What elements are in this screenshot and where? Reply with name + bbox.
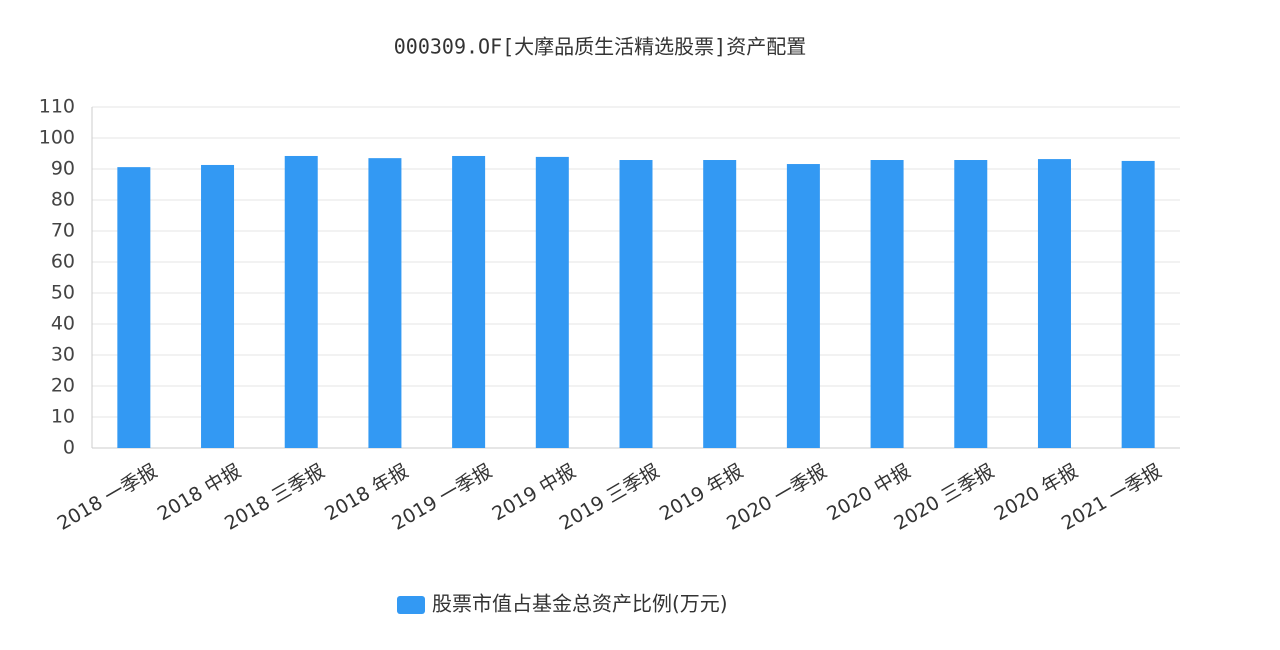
y-tick-label: 90 xyxy=(51,158,75,180)
bar xyxy=(1121,160,1155,448)
y-tick-label: 10 xyxy=(51,406,75,428)
bar xyxy=(786,164,820,449)
y-tick-label: 40 xyxy=(51,313,75,335)
bar xyxy=(368,158,402,448)
y-tick-label: 0 xyxy=(63,437,75,459)
bar xyxy=(703,160,737,448)
legend-swatch xyxy=(397,596,425,614)
y-tick-label: 50 xyxy=(51,282,75,304)
y-tick-label: 70 xyxy=(51,220,75,242)
bar xyxy=(535,156,569,448)
bar xyxy=(452,155,486,449)
chart-title: 000309.OF[大摩品质生活精选股票]资产配置 xyxy=(394,35,806,59)
bar xyxy=(619,160,653,448)
bar xyxy=(870,160,904,448)
y-tick-label: 60 xyxy=(51,251,75,273)
bar xyxy=(1037,159,1071,448)
bar xyxy=(954,160,988,448)
y-tick-label: 20 xyxy=(51,375,75,397)
bar xyxy=(117,167,151,448)
y-tick-label: 110 xyxy=(39,96,75,118)
bar xyxy=(284,155,318,449)
y-tick-label: 30 xyxy=(51,344,75,366)
y-tick-label: 80 xyxy=(51,189,75,211)
y-tick-label: 100 xyxy=(39,127,75,149)
x-tick-label: 2018 一季报 xyxy=(54,460,161,535)
legend-label: 股票市值占基金总资产比例(万元) xyxy=(432,592,728,616)
bar xyxy=(201,164,235,448)
